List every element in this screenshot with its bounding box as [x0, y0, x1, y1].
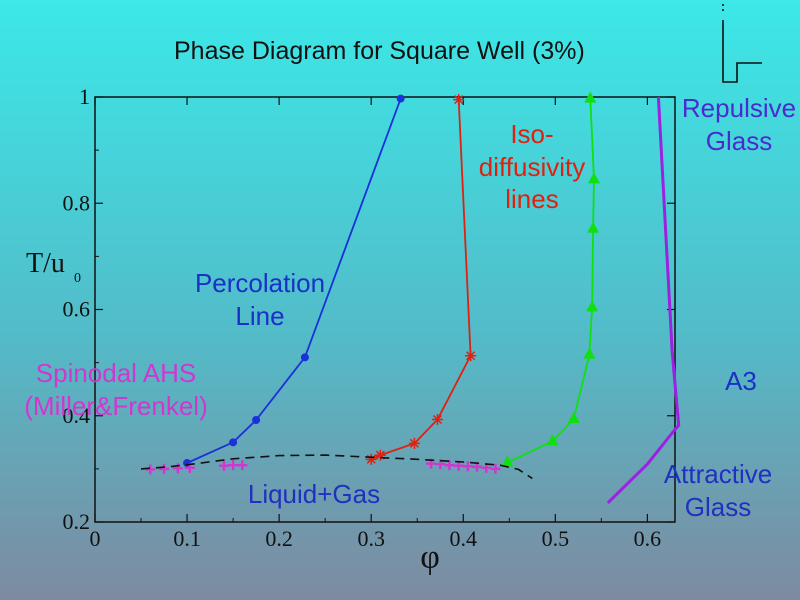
data-point-triangle [546, 434, 559, 446]
x-tick-label: 0.1 [173, 526, 201, 551]
attractive-glass-label: Attractive Glass [663, 459, 773, 522]
data-point-circle [396, 94, 405, 103]
repulsive-glass-label: Repulsive Glass [681, 93, 797, 156]
x-tick-label: 0.2 [265, 526, 293, 551]
square-well-potential-icon [722, 4, 762, 83]
y-tick-label: 0.6 [63, 297, 91, 322]
data-point-circle [252, 416, 261, 424]
series-line-3 [606, 96, 681, 504]
x-tick-label: 0.6 [634, 526, 662, 551]
data-point-triangle [587, 172, 600, 184]
y-tick-label: 1 [79, 84, 90, 109]
data-point-triangle [501, 455, 514, 467]
y-axis-label-subscript: 0 [74, 271, 81, 286]
y-tick-label: 0.4 [63, 403, 91, 428]
data-point-triangle [587, 221, 600, 233]
percolation-line-label: Percolation Line [194, 268, 326, 331]
x-axis-label: φ [420, 539, 440, 576]
data-point-plus [237, 460, 248, 471]
data-point-triangle [583, 347, 596, 359]
series-layer [140, 91, 681, 504]
liquid-gas-label: Liquid+Gas [247, 479, 381, 509]
data-point-triangle [586, 300, 599, 312]
series-line-5 [140, 454, 533, 480]
data-point-circle [229, 438, 238, 447]
data-point-triangle [567, 411, 580, 423]
chart-title: Phase Diagram for Square Well (3%) [174, 37, 585, 65]
spinodal-label: Spinodal AHS (Miller&Frenkel) [24, 358, 208, 421]
data-point-plus [172, 463, 183, 474]
series-line-1 [370, 99, 472, 461]
data-point-plus [228, 460, 239, 471]
iso-diffusivity-label: Iso-diffusivity lines [478, 119, 586, 214]
data-point-star [465, 350, 477, 362]
a3-label: A3 [725, 366, 757, 396]
data-point-star [408, 437, 420, 449]
y-axis-label: T/u [26, 248, 65, 279]
data-point-circle [300, 353, 309, 362]
data-point-plus [218, 460, 229, 471]
data-point-plus [145, 464, 156, 475]
data-point-plus [490, 463, 501, 474]
data-point-plus [444, 460, 455, 471]
y-tick-label: 0.2 [63, 509, 91, 534]
data-point-star [365, 453, 377, 465]
data-point-star [431, 413, 443, 425]
x-tick-label: 0.5 [542, 526, 570, 551]
x-tick-label: 0 [90, 526, 101, 551]
data-point-plus [462, 461, 473, 472]
data-point-star [453, 94, 465, 106]
x-tick-label: 0.4 [450, 526, 478, 551]
axis-ticks: 0 0.1 0.2 0.3 0.4 0.5 0.6 0.2 0.4 0.6 0.8 1 [63, 84, 675, 551]
data-point-star [374, 449, 386, 461]
data-point-plus [159, 463, 170, 474]
x-tick-label: 0.3 [357, 526, 385, 551]
data-point-triangle [584, 91, 597, 103]
y-tick-label: 0.8 [63, 190, 91, 215]
series-line-2 [507, 98, 595, 464]
